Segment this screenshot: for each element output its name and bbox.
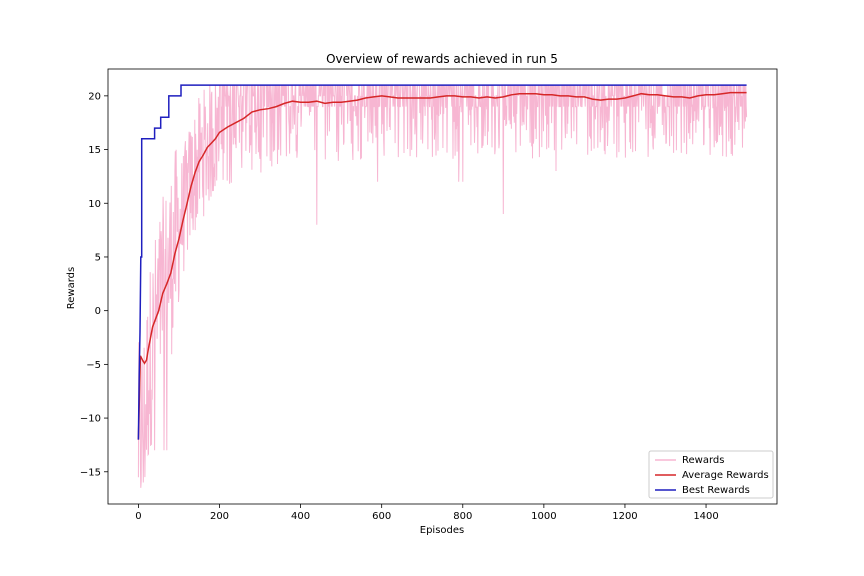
x-tick-label: 400 [291,511,310,522]
legend: Rewards Average Rewards Best Rewards [648,450,774,499]
y-tick-label: −15 [80,467,101,478]
x-tick-label: 800 [453,511,472,522]
y-tick-label: −5 [86,360,101,371]
x-axis-label: Episodes [420,525,464,536]
axes: 0 200 400 600 800 1000 1200 1400 −15 −10 −5 0 5 10 15 2… [80,68,778,522]
y-tick-label: 15 [88,145,101,156]
x-tick-label: 200 [210,511,229,522]
series-best-rewards-line [137,84,747,440]
x-tick-label: 0 [135,511,141,522]
y-axis-label: Rewards [66,267,77,309]
x-tick-label: 1200 [612,511,637,522]
y-tick-label: 5 [95,252,101,263]
chart-title: Overview of rewards achieved in run 5 [326,52,558,66]
series-average-rewards-line [137,91,747,440]
plot-area [137,84,748,488]
y-tick-label: 10 [88,199,101,210]
y-tick-label: −10 [80,414,101,425]
legend-label-rewards: Rewards [682,455,724,466]
legend-box [648,450,774,499]
series-rewards-line [137,84,748,488]
y-tick-label: 0 [95,306,101,317]
x-tick-label: 1000 [531,511,556,522]
y-tick-label: 20 [88,91,101,102]
axes-frame [107,68,778,505]
legend-label-average-rewards: Average Rewards [682,470,769,481]
x-tick-label: 600 [372,511,391,522]
x-tick-label: 1400 [693,511,718,522]
legend-label-best-rewards: Best Rewards [682,485,750,496]
